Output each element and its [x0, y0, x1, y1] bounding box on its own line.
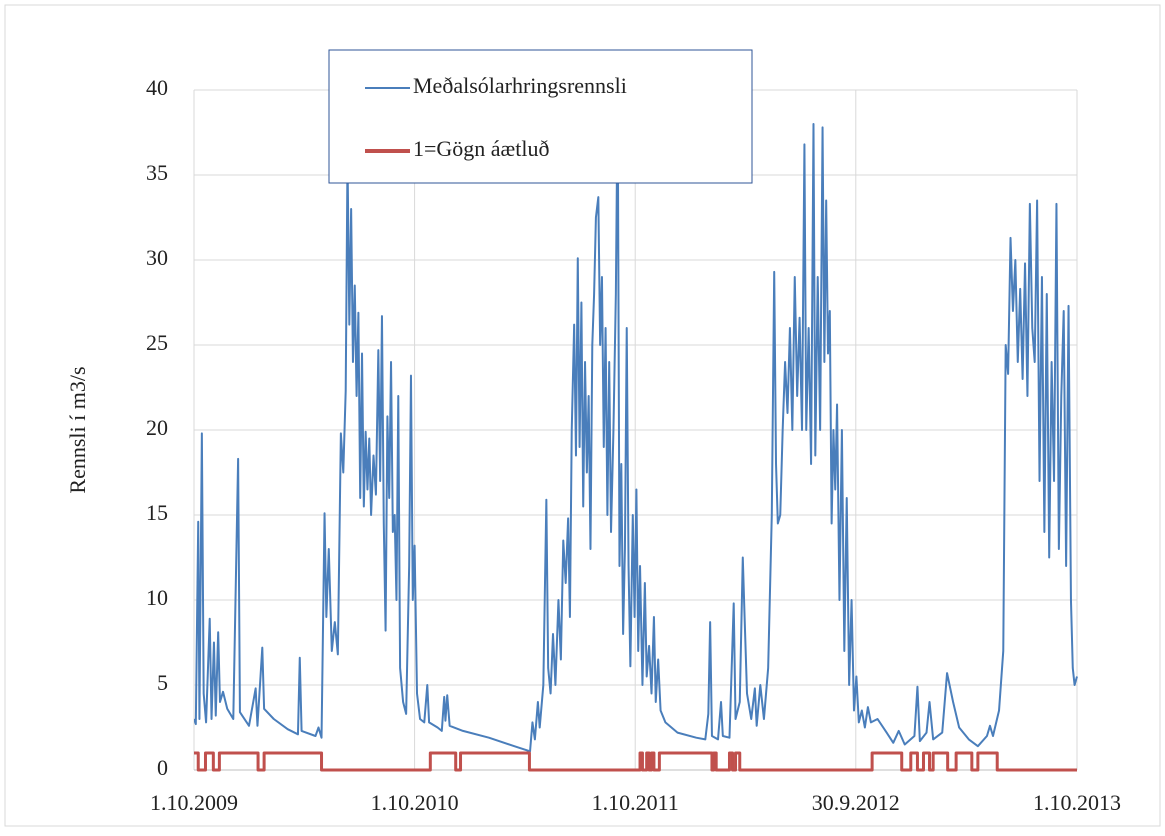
- y-tick-label: 40: [146, 75, 168, 100]
- x-tick-label: 1.10.2011: [592, 790, 679, 815]
- tick-labels: 0 5 10 15 20 25 30 35 40 1.10.2009 1.10.2010 1.10.2…: [146, 75, 1121, 815]
- series-line: [194, 89, 1078, 753]
- x-tick-label: 1.10.2009: [150, 790, 238, 815]
- legend-label: Meðalsólarhringsrennsli: [413, 73, 627, 98]
- x-tick-label: 1.10.2010: [371, 790, 459, 815]
- legend-label: 1=Gögn áætluð: [413, 136, 549, 161]
- y-tick-label: 25: [146, 330, 168, 355]
- y-tick-label: 35: [146, 160, 168, 185]
- y-tick-label: 0: [157, 755, 168, 780]
- x-tick-label: 30.9.2012: [812, 790, 900, 815]
- plot-lines: [194, 89, 1078, 772]
- y-tick-label: 10: [146, 585, 168, 610]
- y-tick-label: 30: [146, 245, 168, 270]
- y-tick-label: 5: [157, 670, 168, 695]
- legend-box: [328, 49, 753, 184]
- y-tick-label: 20: [146, 415, 168, 440]
- x-tick-label: 1.10.2013: [1033, 790, 1121, 815]
- legend: Meðalsólarhringsrennsli 1=Gögn áætluð: [328, 49, 753, 184]
- series-line: [194, 751, 1077, 772]
- y-tick-label: 15: [146, 500, 168, 525]
- y-axis-label: Rennsli í m3/s: [65, 366, 90, 493]
